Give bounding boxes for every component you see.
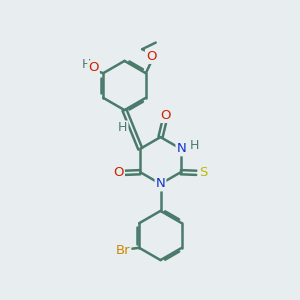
Text: O: O [160,109,170,122]
Text: O: O [88,61,99,74]
Text: Br: Br [116,244,130,257]
Text: H: H [81,58,91,71]
Text: O: O [146,50,157,63]
Text: H: H [190,139,199,152]
Text: O: O [113,166,124,179]
Text: N: N [176,142,186,155]
Text: S: S [199,166,207,179]
Text: N: N [156,177,165,190]
Text: H: H [118,122,128,134]
